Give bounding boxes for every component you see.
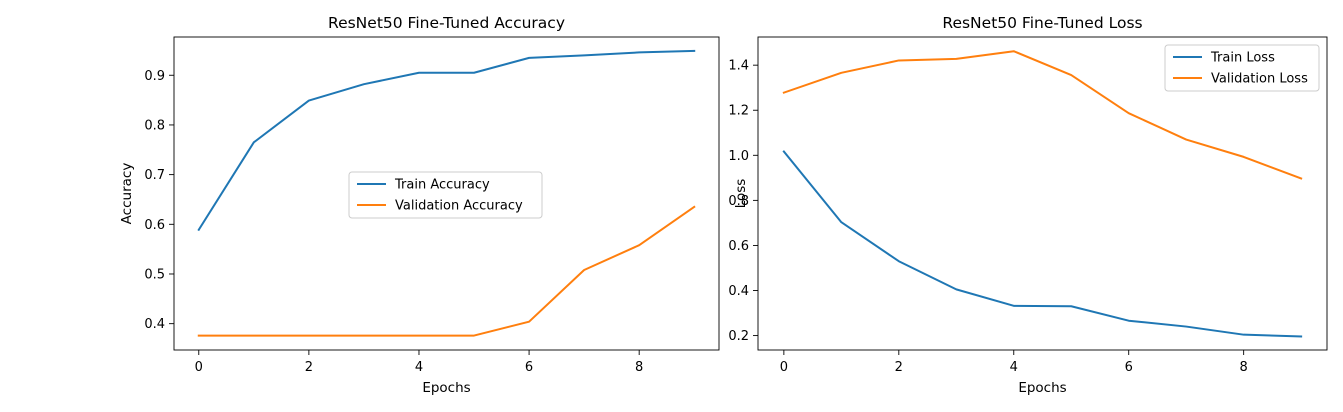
y-tick-label: 0.4 <box>144 317 165 332</box>
legend-label-2: Validation Loss <box>1211 72 1308 87</box>
y-tick-label: 0.8 <box>144 118 165 133</box>
chart-2: ResNet50 Fine-Tuned Loss 0 2 4 6 8 0.2 0.4 0.6 0.… <box>728 14 1328 396</box>
legend-box <box>1164 44 1320 92</box>
x-axis-label: Epochs <box>1018 380 1066 396</box>
legend-box <box>348 171 543 219</box>
chart-1: ResNet50 Fine-Tuned Accuracy 0 2 4 6 8 0.4 0.5 0… <box>119 14 720 396</box>
x-tick-label: 8 <box>635 360 643 375</box>
x-tick-label: 0 <box>195 360 203 375</box>
y-tick-label: 0.6 <box>728 239 749 254</box>
x-tick-label: 6 <box>1125 360 1133 375</box>
y-axis-label: Accuracy <box>119 163 135 225</box>
y-tick-label: 0.7 <box>144 168 165 183</box>
x-tick-label: 4 <box>1010 360 1018 375</box>
chart-title: ResNet50 Fine-Tuned Accuracy <box>328 14 565 32</box>
y-tick-label: 0.6 <box>144 218 165 233</box>
legend-label-1: Train Loss <box>1210 51 1275 66</box>
plot-frame <box>173 36 720 351</box>
x-tick-label: 0 <box>780 360 788 375</box>
y-tick-label: 0.8 <box>728 194 749 209</box>
chart-title: ResNet50 Fine-Tuned Loss <box>942 14 1142 32</box>
series-line-2 <box>782 50 1303 180</box>
y-tick-label: 0.5 <box>144 267 165 282</box>
y-tick-label: 1.2 <box>728 104 749 119</box>
x-axis-label: Epochs <box>422 380 470 396</box>
plot-frame <box>757 36 1328 351</box>
y-tick-label: 0.4 <box>728 284 749 299</box>
x-tick-label: 2 <box>305 360 313 375</box>
y-tick-label: 0.9 <box>144 69 165 84</box>
y-axis-label: Loss <box>733 179 749 209</box>
legend: Train Accuracy Validation Accuracy <box>348 171 543 219</box>
x-tick-label: 4 <box>415 360 423 375</box>
x-tick-label: 8 <box>1240 360 1248 375</box>
series-line-2 <box>197 205 696 337</box>
x-tick-label: 2 <box>895 360 903 375</box>
y-tick-label: 1.4 <box>728 59 749 74</box>
series-line-1 <box>197 49 696 232</box>
series-line-1 <box>782 150 1303 338</box>
x-tick-label: 6 <box>525 360 533 375</box>
legend-label-1: Train Accuracy <box>394 178 490 193</box>
legend-label-2: Validation Accuracy <box>395 199 523 214</box>
y-tick-label: 0.2 <box>728 329 749 344</box>
legend: Train Loss Validation Loss <box>1164 44 1320 92</box>
y-tick-label: 1.0 <box>728 149 749 164</box>
